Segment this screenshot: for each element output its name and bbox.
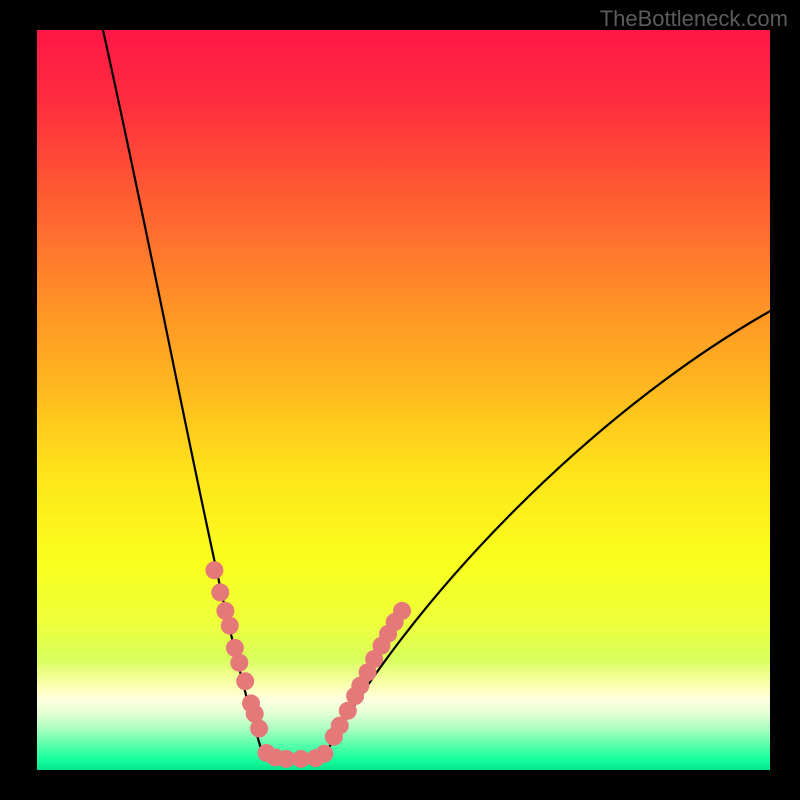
highlight-dot — [221, 617, 239, 635]
highlight-dot — [250, 720, 268, 738]
highlight-dot — [205, 561, 223, 579]
highlight-dot — [230, 654, 248, 672]
bottleneck-curve-plot — [37, 30, 770, 770]
highlight-dot — [315, 745, 333, 763]
highlight-dot — [211, 583, 229, 601]
chart-container: TheBottleneck.com — [0, 0, 800, 800]
highlight-dot — [236, 672, 254, 690]
highlight-dot — [393, 602, 411, 620]
gradient-background — [37, 30, 770, 770]
watermark-text: TheBottleneck.com — [600, 6, 788, 32]
